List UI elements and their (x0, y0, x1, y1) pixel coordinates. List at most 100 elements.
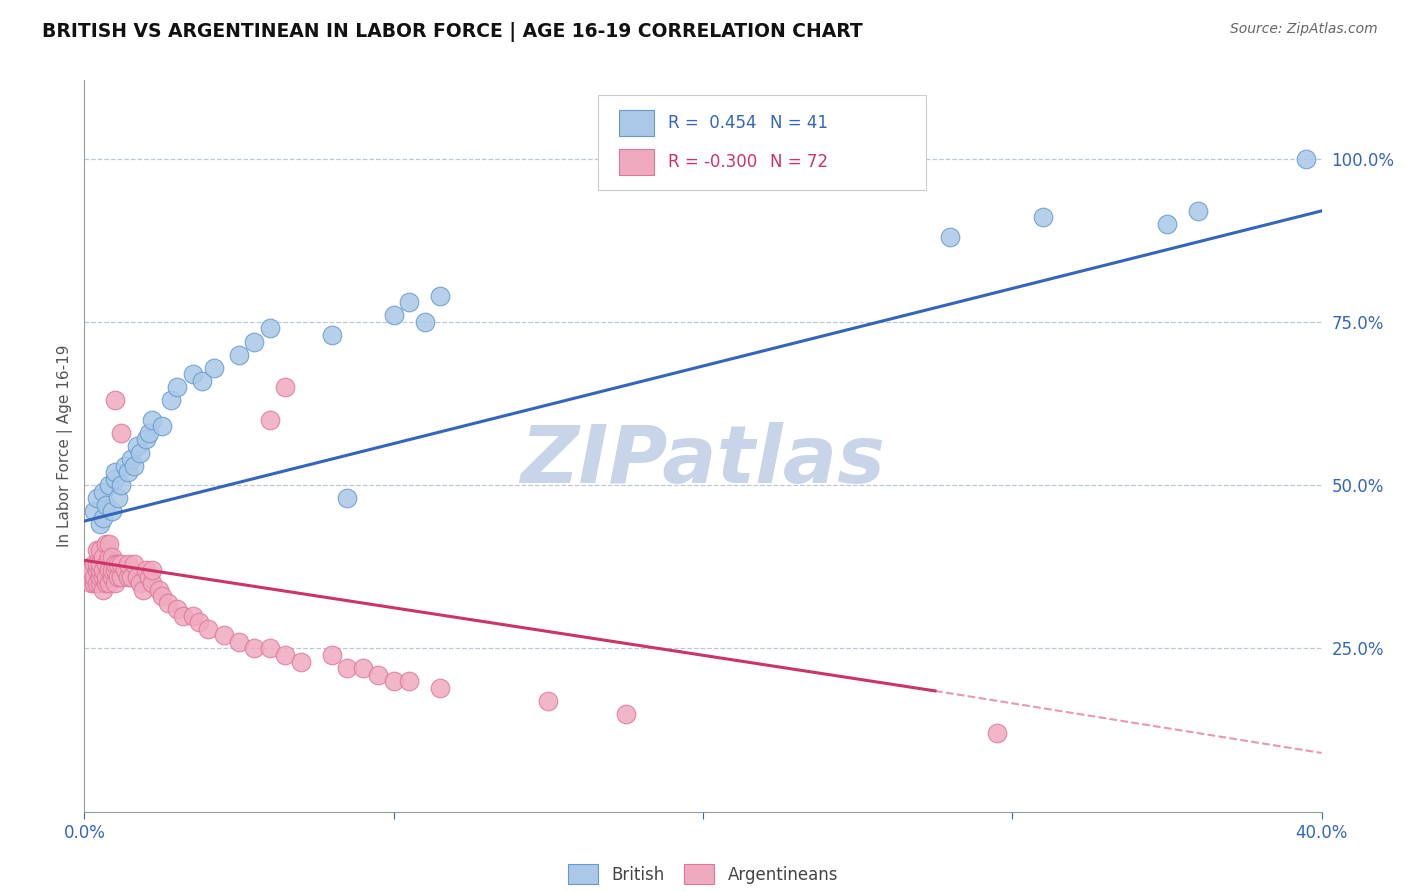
Point (228, 635, 250, 649)
Point (91, 484, 114, 499)
Point (150, 589, 173, 603)
Point (259, 321, 281, 335)
Point (336, 661, 359, 675)
Point (79, 576, 101, 591)
Point (104, 465, 127, 479)
Point (166, 380, 188, 394)
Point (1156, 217, 1178, 231)
Point (107, 569, 129, 583)
Point (86, 491, 108, 506)
Point (321, 648, 343, 662)
Point (110, 569, 132, 583)
Point (114, 458, 136, 473)
Point (98, 549, 121, 564)
Point (141, 413, 163, 427)
Point (104, 576, 127, 591)
Text: Source: ZipAtlas.com: Source: ZipAtlas.com (1230, 22, 1378, 37)
Point (110, 425, 132, 440)
Text: N = 72: N = 72 (770, 153, 828, 171)
FancyBboxPatch shape (598, 95, 925, 190)
Point (125, 439, 148, 453)
Point (382, 309, 405, 323)
Point (614, 706, 637, 721)
Point (290, 655, 312, 669)
Point (91, 569, 114, 583)
Point (141, 576, 163, 591)
Point (94, 557, 117, 571)
Point (86, 563, 108, 577)
Text: ZIPatlas: ZIPatlas (520, 422, 886, 500)
Y-axis label: In Labor Force | Age 16-19: In Labor Force | Age 16-19 (58, 344, 73, 548)
Point (114, 563, 136, 577)
Point (191, 374, 214, 388)
Point (367, 667, 389, 681)
Point (132, 582, 155, 597)
Point (1295, 152, 1317, 166)
Text: BRITISH VS ARGENTINEAN IN LABOR FORCE | AGE 16-19 CORRELATION CHART: BRITISH VS ARGENTINEAN IN LABOR FORCE | … (42, 22, 863, 42)
Point (86, 557, 108, 571)
Point (101, 569, 124, 583)
Point (150, 419, 173, 434)
Point (107, 491, 129, 506)
Point (259, 413, 281, 427)
Point (172, 608, 194, 623)
Point (181, 367, 204, 381)
Point (98, 563, 121, 577)
Point (89, 543, 111, 558)
Point (352, 661, 374, 675)
Point (91, 549, 114, 564)
Point (83, 569, 105, 583)
Point (537, 694, 560, 708)
Point (94, 537, 117, 551)
Point (148, 582, 170, 597)
FancyBboxPatch shape (619, 110, 654, 136)
Point (107, 557, 129, 571)
Point (101, 504, 124, 518)
Point (104, 557, 127, 571)
Point (101, 563, 124, 577)
Point (122, 458, 145, 473)
Point (398, 295, 420, 310)
Point (1032, 211, 1054, 225)
Point (138, 569, 160, 583)
Point (1187, 203, 1209, 218)
Point (429, 681, 451, 695)
Text: N = 41: N = 41 (770, 113, 828, 132)
Point (94, 498, 117, 512)
Point (86, 543, 108, 558)
Point (91, 582, 114, 597)
Point (129, 445, 152, 459)
Point (129, 576, 152, 591)
Point (125, 569, 148, 583)
Point (86, 576, 108, 591)
Point (336, 491, 359, 506)
Point (156, 596, 179, 610)
Point (110, 557, 132, 571)
Point (89, 563, 111, 577)
Point (181, 608, 204, 623)
Point (212, 628, 235, 642)
Point (228, 348, 250, 362)
Point (117, 557, 139, 571)
Point (187, 615, 209, 630)
Point (89, 569, 111, 583)
Point (382, 674, 405, 689)
Legend: British, Argentineans: British, Argentineans (561, 857, 845, 891)
Point (274, 648, 297, 662)
Point (83, 576, 105, 591)
Point (939, 230, 962, 244)
FancyBboxPatch shape (619, 149, 654, 176)
Point (398, 674, 420, 689)
Point (89, 576, 111, 591)
Point (274, 380, 297, 394)
Point (104, 472, 127, 486)
Point (79, 563, 101, 577)
Point (117, 569, 139, 583)
Point (321, 328, 343, 343)
Point (83, 557, 105, 571)
Point (94, 569, 117, 583)
Point (89, 517, 111, 532)
Point (243, 334, 266, 349)
Point (141, 563, 163, 577)
Point (91, 563, 114, 577)
